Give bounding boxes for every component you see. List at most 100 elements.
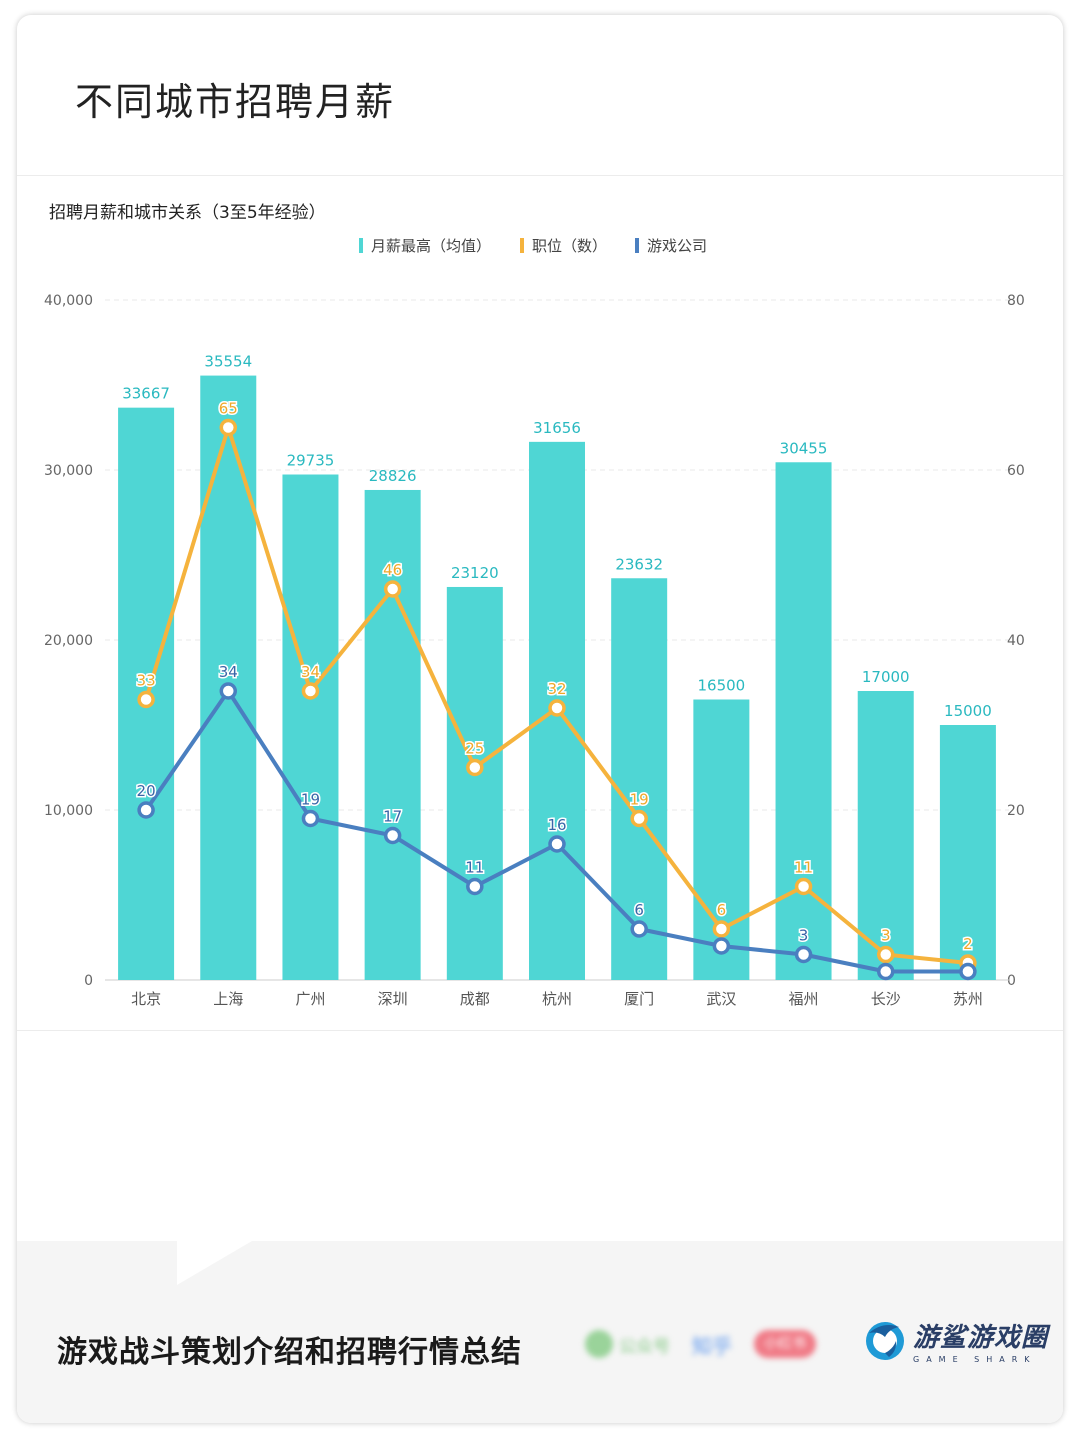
bar-value-label: 23632 bbox=[615, 555, 663, 573]
companies-point bbox=[794, 945, 813, 964]
positions-value-label: 11 bbox=[794, 859, 813, 877]
y-left-tick-label: 20,000 bbox=[44, 633, 93, 649]
brand: 游鲨游戏圈 GAME SHARK bbox=[863, 1317, 1048, 1364]
y-left-tick-label: 10,000 bbox=[44, 803, 93, 819]
positions-value-label: 46 bbox=[383, 561, 402, 579]
x-tick-label: 深圳 bbox=[378, 990, 408, 1008]
y-right-tick-label: 80 bbox=[1007, 293, 1025, 309]
chart-card: 不同城市招聘月薪 招聘月薪和城市关系（3至5年经验） 月薪最高（均值） 职位（数） 游… bbox=[17, 15, 1063, 1423]
social-links-blurred: 公众号 知乎 小红书 bbox=[585, 1327, 816, 1361]
companies-point bbox=[219, 682, 238, 700]
y-right-tick-label: 60 bbox=[1007, 463, 1025, 479]
positions-value-label: 19 bbox=[630, 791, 649, 809]
positions-point bbox=[383, 580, 402, 598]
x-tick-label: 长沙 bbox=[871, 990, 901, 1008]
companies-point bbox=[959, 962, 977, 981]
bar-value-label: 33667 bbox=[122, 385, 170, 403]
x-tick-label: 武汉 bbox=[706, 990, 736, 1008]
bar bbox=[200, 375, 257, 980]
y-left-tick-label: 40,000 bbox=[44, 293, 93, 309]
x-tick-label: 北京 bbox=[131, 990, 161, 1008]
xiaohongshu-link[interactable]: 小红书 bbox=[754, 1330, 816, 1358]
x-tick-label: 福州 bbox=[789, 990, 819, 1008]
bar-value-label: 31656 bbox=[533, 419, 581, 437]
positions-point bbox=[301, 682, 320, 700]
companies-value-label: 19 bbox=[301, 791, 320, 809]
bar-value-label: 15000 bbox=[944, 702, 992, 720]
x-tick-label: 上海 bbox=[213, 990, 243, 1008]
positions-value-label: 3 bbox=[881, 927, 891, 945]
zhihu-link[interactable]: 知乎 bbox=[692, 1333, 732, 1358]
positions-value-label: 6 bbox=[717, 901, 727, 919]
companies-point bbox=[876, 962, 895, 981]
bar bbox=[857, 691, 914, 980]
companies-point bbox=[466, 877, 484, 896]
bar bbox=[446, 586, 503, 980]
companies-value-label: 34 bbox=[219, 663, 238, 681]
legend-swatch bbox=[359, 238, 363, 253]
companies-value-label: 20 bbox=[137, 782, 156, 800]
companies-point bbox=[137, 801, 155, 819]
chart-title: 招聘月薪和城市关系（3至5年经验） bbox=[49, 203, 326, 223]
companies-point bbox=[383, 826, 402, 845]
positions-point bbox=[794, 877, 813, 896]
divider bbox=[17, 175, 1063, 176]
bar-value-label: 28826 bbox=[369, 467, 417, 485]
companies-point bbox=[548, 835, 566, 853]
bar-value-label: 17000 bbox=[862, 668, 910, 686]
positions-value-label: 65 bbox=[219, 400, 238, 418]
companies-value-label: 3 bbox=[799, 927, 809, 945]
y-right-tick-label: 40 bbox=[1007, 633, 1025, 649]
combo-chart: 招聘月薪和城市关系（3至5年经验） 月薪最高（均值） 职位（数） 游戏公司 0 10,00… bbox=[44, 203, 1025, 1008]
y-left-tick-label: 30,000 bbox=[44, 463, 93, 479]
bar bbox=[364, 489, 421, 980]
positions-point bbox=[630, 809, 648, 828]
companies-value-label: 11 bbox=[465, 859, 484, 877]
wechat-label: 公众号 bbox=[619, 1336, 670, 1357]
bar-value-label: 35554 bbox=[204, 353, 252, 371]
positions-point bbox=[466, 758, 484, 777]
x-tick-label: 苏州 bbox=[953, 990, 983, 1008]
positions-value-label: 32 bbox=[547, 680, 566, 698]
companies-point bbox=[630, 920, 648, 938]
brand-subtitle: GAME SHARK bbox=[913, 1355, 1037, 1364]
companies-value-label: 17 bbox=[383, 808, 402, 826]
footer-title: 游戏战斗策划介绍和招聘行情总结 bbox=[57, 1335, 522, 1370]
x-tick-label: 厦门 bbox=[624, 990, 654, 1008]
bar-value-label: 30455 bbox=[780, 439, 828, 457]
bar bbox=[611, 578, 668, 980]
legend-label: 月薪最高（均值） bbox=[371, 237, 491, 255]
speech-notch bbox=[177, 1241, 252, 1285]
companies-value-label: 6 bbox=[634, 901, 644, 919]
positions-point bbox=[219, 418, 238, 437]
x-tick-label: 成都 bbox=[460, 990, 490, 1008]
divider bbox=[17, 1030, 1063, 1031]
bar-value-label: 23120 bbox=[451, 564, 499, 582]
legend-swatch bbox=[635, 238, 639, 253]
y-right-tick-label: 0 bbox=[1007, 973, 1016, 989]
x-tick-label: 杭州 bbox=[542, 990, 572, 1008]
positions-point bbox=[876, 945, 895, 964]
shark-logo-icon bbox=[866, 1321, 904, 1360]
positions-value-label: 33 bbox=[137, 672, 156, 690]
companies-point bbox=[301, 809, 320, 828]
x-tick-label: 广州 bbox=[295, 990, 325, 1008]
bar-value-label: 16500 bbox=[698, 677, 746, 695]
bar-value-label: 29735 bbox=[287, 452, 335, 470]
positions-point bbox=[548, 699, 566, 717]
positions-point bbox=[712, 920, 731, 938]
wechat-link[interactable]: 公众号 bbox=[585, 1330, 670, 1358]
positions-point bbox=[137, 690, 155, 709]
positions-value-label: 25 bbox=[465, 740, 484, 758]
legend-label: 职位（数） bbox=[532, 237, 607, 255]
brand-name: 游鲨游戏圈 bbox=[913, 1323, 1049, 1353]
bar bbox=[939, 725, 996, 980]
bar bbox=[282, 474, 339, 980]
page-title: 不同城市招聘月薪 bbox=[75, 80, 396, 124]
positions-value-label: 2 bbox=[963, 935, 973, 953]
legend-label: 游戏公司 bbox=[647, 237, 707, 255]
y-right-tick-label: 20 bbox=[1007, 803, 1025, 819]
chart-area: 招聘月薪和城市关系（3至5年经验） 月薪最高（均值） 职位（数） 游戏公司 0 10,00… bbox=[17, 176, 1063, 1031]
y-left-tick-label: 0 bbox=[84, 973, 93, 989]
legend-swatch bbox=[520, 238, 524, 253]
